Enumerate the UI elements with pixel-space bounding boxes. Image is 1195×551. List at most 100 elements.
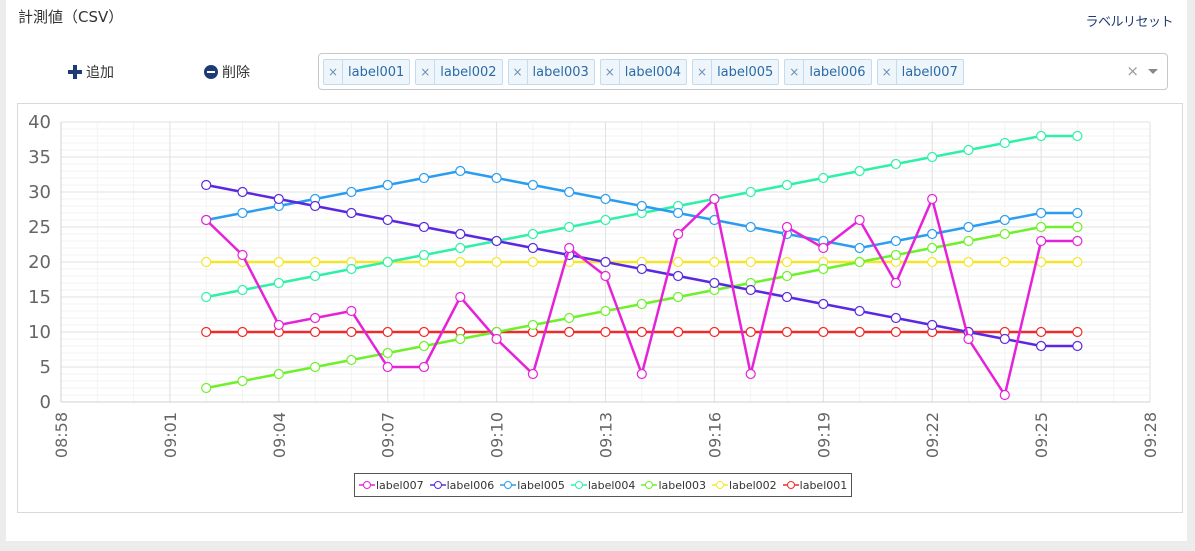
data-point-label007 (601, 272, 610, 281)
y-tick-label: 35 (28, 147, 51, 168)
data-point-label001 (674, 328, 683, 337)
data-point-label006 (456, 230, 465, 239)
data-point-label005 (964, 223, 973, 232)
data-point-label001 (783, 328, 792, 337)
data-point-label003 (565, 314, 574, 323)
data-point-label001 (202, 328, 211, 337)
data-point-label006 (492, 237, 501, 246)
data-point-label001 (819, 328, 828, 337)
legend-item-label002[interactable]: label002 (712, 479, 777, 492)
data-point-label002 (274, 258, 283, 267)
data-point-label006 (1037, 342, 1046, 351)
remove-tag-icon[interactable]: × (878, 60, 897, 84)
data-point-label003 (637, 300, 646, 309)
data-point-label006 (746, 286, 755, 295)
data-point-label006 (274, 195, 283, 204)
data-point-label003 (1000, 230, 1009, 239)
data-point-label004 (456, 244, 465, 253)
remove-tag-icon[interactable]: × (693, 60, 712, 84)
page-title: 計測値（CSV） (18, 6, 123, 27)
tag-label: label004 (620, 65, 686, 80)
remove-tag-icon[interactable]: × (601, 60, 620, 84)
data-point-label001 (311, 328, 320, 337)
legend-marker (712, 480, 728, 490)
data-point-label007 (347, 307, 356, 316)
x-tick-label: 09:04 (270, 412, 289, 458)
data-point-label007 (202, 216, 211, 225)
data-point-label004 (1073, 132, 1082, 141)
delete-button[interactable]: 削除 (204, 62, 250, 82)
data-point-label005 (1037, 209, 1046, 218)
data-point-label006 (601, 258, 610, 267)
y-tick-label: 20 (28, 252, 51, 273)
data-point-label004 (928, 153, 937, 162)
legend-item-label003[interactable]: label003 (641, 479, 706, 492)
data-point-label007 (565, 244, 574, 253)
data-point-label006 (928, 321, 937, 330)
data-point-label005 (528, 181, 537, 190)
data-point-label007 (238, 251, 247, 260)
data-point-label007 (928, 195, 937, 204)
data-point-label006 (637, 265, 646, 274)
legend-label: label003 (658, 479, 706, 492)
data-point-label006 (1073, 342, 1082, 351)
add-button[interactable]: 追加 (68, 62, 114, 82)
legend-item-label007[interactable]: label007 (359, 479, 424, 492)
data-point-label004 (1000, 139, 1009, 148)
line-chart: 0 5 10 15 20 25 30 35 40 08:58 09:01 09:04 09:07 09:1… (17, 103, 1183, 513)
data-point-label003 (601, 307, 610, 316)
label-reset-link[interactable]: ラベルリセット (1085, 11, 1173, 30)
data-point-label005 (565, 188, 574, 197)
data-point-label003 (238, 377, 247, 386)
y-tick-label: 30 (28, 182, 51, 203)
selected-tag: × label002 (415, 59, 502, 85)
data-point-label005 (238, 209, 247, 218)
data-point-label003 (783, 272, 792, 281)
tag-label: label005 (712, 65, 778, 80)
data-point-label002 (528, 258, 537, 267)
remove-tag-icon[interactable]: × (509, 60, 528, 84)
data-point-label006 (1000, 335, 1009, 344)
legend-item-label004[interactable]: label004 (571, 479, 636, 492)
y-tick-label: 5 (40, 357, 51, 378)
data-point-label006 (855, 307, 864, 316)
data-point-label002 (746, 258, 755, 267)
x-tick-label: 09:07 (379, 412, 398, 458)
data-point-label002 (964, 258, 973, 267)
y-tick-label: 0 (40, 392, 51, 413)
data-point-label004 (1037, 132, 1046, 141)
data-point-label003 (1073, 223, 1082, 232)
data-point-label001 (855, 328, 864, 337)
delete-button-label: 削除 (222, 62, 250, 82)
data-point-label003 (383, 349, 392, 358)
minus-circle-icon (204, 65, 218, 79)
data-point-label004 (601, 216, 610, 225)
legend-item-label005[interactable]: label005 (500, 479, 565, 492)
data-point-label005 (1073, 209, 1082, 218)
x-tick-label: 09:10 (488, 412, 507, 458)
tag-label: label002 (435, 65, 501, 80)
remove-tag-icon[interactable]: × (785, 60, 804, 84)
x-tick-label: 08:58 (52, 412, 71, 458)
data-point-label002 (311, 258, 320, 267)
clear-all-icon[interactable]: × (1126, 62, 1139, 80)
data-point-label001 (383, 328, 392, 337)
label-multiselect[interactable]: × label001 × label002 × label003 × label004 × lab… (318, 53, 1168, 90)
data-point-label004 (238, 286, 247, 295)
legend-item-label001[interactable]: label001 (783, 479, 848, 492)
selected-tag: × label004 (600, 59, 687, 85)
chevron-down-icon[interactable] (1148, 69, 1158, 74)
selected-tag: × label006 (784, 59, 871, 85)
data-point-label001 (746, 328, 755, 337)
data-point-label003 (928, 244, 937, 253)
legend-marker (359, 480, 375, 490)
remove-tag-icon[interactable]: × (324, 60, 343, 84)
tag-label: label006 (804, 65, 870, 80)
add-button-label: 追加 (86, 62, 114, 82)
legend-marker (783, 480, 799, 490)
legend-item-label006[interactable]: label006 (430, 479, 495, 492)
selected-tag: × label007 (877, 59, 964, 85)
data-point-label006 (420, 223, 429, 232)
remove-tag-icon[interactable]: × (416, 60, 435, 84)
data-point-label004 (383, 258, 392, 267)
